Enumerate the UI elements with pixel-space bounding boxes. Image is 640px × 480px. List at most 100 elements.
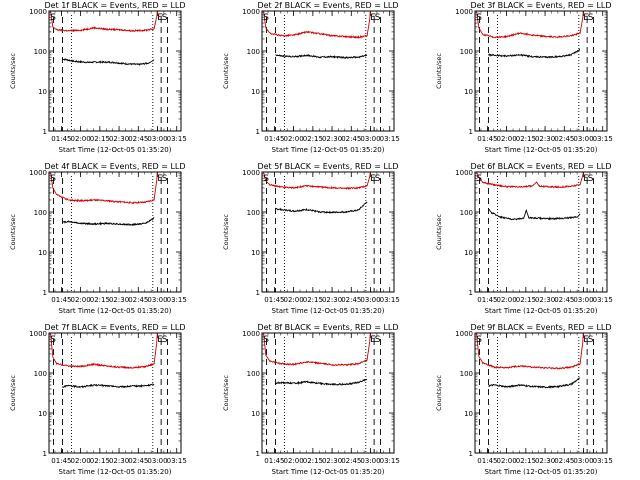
x-tick-label: 03:15 [167, 135, 187, 143]
x-tick-label: 03:15 [380, 457, 400, 465]
x-tick-label: 03:15 [593, 457, 613, 465]
x-tick-label: 03:00 [147, 296, 167, 304]
marker-label-e: E [157, 174, 163, 184]
plot-frame [261, 10, 395, 132]
x-tick-label: 01:45 [477, 457, 497, 465]
marker-label-s: S [588, 174, 594, 184]
x-tick-label: 02:45 [554, 457, 574, 465]
y-tick-label: 100 [460, 370, 473, 378]
x-tick-label: 02:15 [516, 135, 536, 143]
x-tick-label: 02:30 [109, 135, 129, 143]
y-tick-label: 1 [256, 128, 260, 136]
y-tick-label: 1000 [455, 169, 473, 177]
marker-label-s: S [476, 174, 482, 184]
chart-panel-7: Det 7f BLACK = Events, RED = LLD Start Ti… [9, 323, 187, 476]
x-tick-label: 01:45 [264, 135, 284, 143]
x-tick-label: 02:00 [497, 135, 517, 143]
x-tick-label: 02:30 [535, 457, 555, 465]
x-tick-label: 02:45 [128, 457, 148, 465]
marker-label-s: S [476, 13, 482, 23]
lld-series-line [475, 333, 584, 370]
chart-panel-5: Det 5f BLACK = Events, RED = LLD Start Ti… [222, 162, 400, 315]
x-tick-label: 01:45 [477, 296, 497, 304]
marker-label-s: S [162, 174, 168, 184]
x-tick-label: 02:30 [535, 135, 555, 143]
x-tick-label: 02:45 [128, 296, 148, 304]
x-tick-label: 02:15 [90, 457, 110, 465]
y-tick-label: 1000 [242, 330, 260, 338]
chart-panel-8: Det 8f BLACK = Events, RED = LLD Start Ti… [222, 323, 400, 476]
x-axis-label: Start Time (12-Oct-05 01:35:20) [272, 468, 385, 476]
x-tick-label: 03:00 [360, 135, 380, 143]
chart-title: Det 4f BLACK = Events, RED = LLD [44, 162, 185, 171]
x-tick-label: 02:30 [109, 457, 129, 465]
plot-frame [261, 332, 395, 454]
x-tick-label: 03:15 [593, 135, 613, 143]
x-tick-label: 02:45 [341, 296, 361, 304]
x-axis-label: Start Time (12-Oct-05 01:35:20) [59, 307, 172, 315]
y-tick-label: 100 [34, 209, 47, 217]
marker-label-s: S [375, 13, 381, 23]
events-series-line [488, 377, 581, 389]
x-tick-label: 02:45 [341, 135, 361, 143]
chart-title: Det 7f BLACK = Events, RED = LLD [44, 323, 185, 332]
x-tick-label: 02:15 [90, 135, 110, 143]
x-tick-label: 03:00 [573, 296, 593, 304]
x-tick-label: 03:15 [167, 296, 187, 304]
x-tick-label: 03:00 [360, 296, 380, 304]
marker-label-s: S [263, 174, 269, 184]
plot-frame [48, 332, 182, 454]
x-axis-label: Start Time (12-Oct-05 01:35:20) [272, 307, 385, 315]
marker-label-e: E [370, 174, 376, 184]
y-tick-label: 10 [251, 249, 260, 257]
x-tick-label: 02:30 [322, 457, 342, 465]
marker-label-s: S [162, 335, 168, 345]
y-axis-label: Counts/sec [435, 375, 443, 411]
x-tick-label: 02:15 [303, 457, 323, 465]
y-tick-label: 1000 [29, 169, 47, 177]
y-axis-label: Counts/sec [222, 214, 230, 250]
x-tick-label: 02:30 [535, 296, 555, 304]
y-tick-label: 1000 [29, 8, 47, 16]
events-series-line [488, 48, 581, 59]
chart-panel-4: Det 4f BLACK = Events, RED = LLD Start Ti… [9, 162, 187, 315]
y-tick-label: 1000 [29, 330, 47, 338]
x-tick-label: 01:45 [264, 457, 284, 465]
y-tick-label: 100 [460, 209, 473, 217]
y-tick-label: 100 [247, 48, 260, 56]
plot-frame [474, 332, 608, 454]
x-axis-label: Start Time (12-Oct-05 01:35:20) [485, 307, 598, 315]
x-tick-label: 01:45 [51, 135, 71, 143]
x-tick-label: 02:15 [516, 296, 536, 304]
y-axis-label: Counts/sec [9, 214, 17, 250]
chart-title: Det 3f BLACK = Events, RED = LLD [470, 1, 611, 10]
marker-label-e: E [583, 335, 589, 345]
marker-label-e: E [370, 13, 376, 23]
x-tick-label: 02:45 [554, 296, 574, 304]
marker-label-s: S [50, 335, 56, 345]
x-tick-label: 02:15 [516, 457, 536, 465]
events-series-line [275, 54, 368, 59]
marker-label-e: E [157, 335, 163, 345]
x-tick-label: 03:15 [167, 457, 187, 465]
y-tick-label: 1 [43, 128, 47, 136]
y-tick-label: 1 [469, 450, 473, 458]
lld-series-line [475, 11, 584, 39]
x-tick-label: 02:00 [71, 457, 91, 465]
marker-label-s: S [162, 13, 168, 23]
x-tick-label: 01:45 [477, 135, 497, 143]
chart-title: Det 5f BLACK = Events, RED = LLD [257, 162, 398, 171]
marker-label-s: S [263, 13, 269, 23]
y-tick-label: 10 [251, 88, 260, 96]
chart-title: Det 2f BLACK = Events, RED = LLD [257, 1, 398, 10]
x-tick-label: 03:00 [147, 135, 167, 143]
y-tick-label: 1 [43, 450, 47, 458]
events-series-line [275, 378, 368, 386]
x-tick-label: 03:00 [573, 135, 593, 143]
x-tick-label: 03:00 [573, 457, 593, 465]
y-tick-label: 100 [460, 48, 473, 56]
y-tick-label: 1 [43, 289, 47, 297]
chart-title: Det 6f BLACK = Events, RED = LLD [470, 162, 611, 171]
x-tick-label: 02:30 [322, 296, 342, 304]
x-tick-label: 03:00 [360, 457, 380, 465]
